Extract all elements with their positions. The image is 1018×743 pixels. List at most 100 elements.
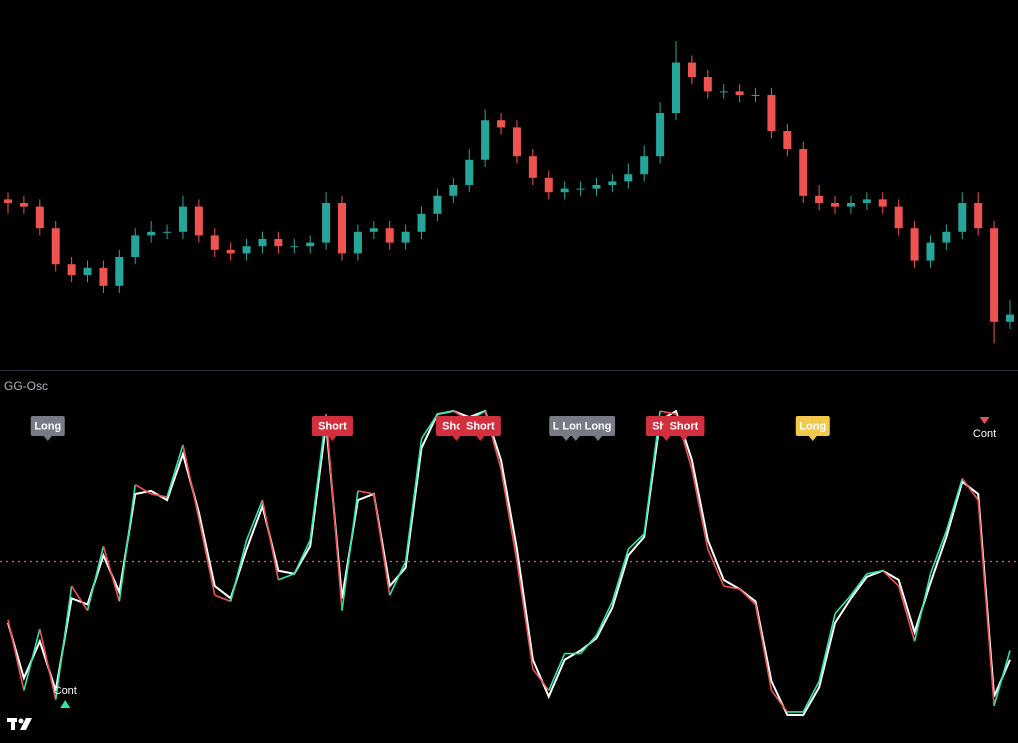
osc-segment (627, 533, 645, 550)
signal-pointer (43, 436, 52, 441)
candle-body (974, 203, 983, 229)
osc-segment (388, 561, 407, 596)
signal-pointer (328, 436, 337, 441)
signal-text: Short (670, 420, 699, 432)
candle-body (815, 195, 824, 203)
pane-title: GG-Osc (4, 379, 48, 393)
osc-segment (579, 634, 598, 655)
candle-body (512, 127, 521, 157)
osc-segment (325, 414, 343, 611)
candle-body (942, 231, 951, 243)
signal-pointer (452, 436, 461, 441)
candle-body (369, 228, 378, 232)
candle-body (990, 228, 999, 322)
candle-body (783, 131, 792, 149)
osc-segment (437, 410, 454, 415)
candle-body (131, 235, 140, 257)
osc-segment (882, 570, 900, 587)
osc-segment (293, 539, 311, 575)
candle-body (624, 174, 633, 182)
candle-body (592, 185, 601, 189)
signal-text: Short (318, 420, 347, 432)
osc-segment (118, 484, 137, 602)
osc-segment (7, 619, 25, 691)
signal-label: Long (795, 416, 830, 441)
signal-label: Short (311, 416, 353, 441)
candle-body (465, 159, 474, 185)
signal-pointer (808, 436, 817, 441)
osc-segment (770, 689, 788, 713)
osc-segment (961, 478, 979, 501)
candle-body (640, 156, 649, 175)
signal-box (581, 416, 616, 436)
signal-text: Cont (973, 428, 996, 440)
osc-segment (707, 548, 725, 587)
candle-body (178, 206, 187, 232)
candle-body (751, 95, 760, 96)
osc-segment (182, 444, 200, 519)
candle-body (194, 206, 203, 236)
signal-pointer (594, 436, 603, 441)
osc-segment (866, 569, 883, 575)
candle-body (353, 231, 362, 254)
candle-body (497, 120, 506, 128)
candle-body (4, 199, 12, 203)
candle-body (274, 239, 283, 247)
candle-body (608, 181, 617, 185)
osc-segment (23, 628, 41, 691)
candle-body (656, 113, 665, 157)
osc-segment (166, 444, 184, 498)
signal-box (663, 416, 705, 436)
candle-body (163, 231, 172, 233)
signal-label: Long (30, 416, 65, 441)
osc-segment (913, 573, 932, 642)
signal-text: Long (799, 420, 826, 432)
candle-body (338, 203, 346, 254)
signal-text: Long (34, 420, 61, 432)
signal-marker (979, 417, 990, 424)
osc-segment (500, 469, 518, 562)
candle-body (926, 242, 935, 261)
candle-body (433, 195, 442, 214)
candle-body (481, 120, 490, 160)
candle-body (910, 228, 919, 261)
signal-pointer (562, 436, 571, 441)
candle-body (290, 246, 299, 248)
osc-segment (229, 539, 248, 602)
candle-body (560, 188, 569, 193)
candle-body (767, 95, 776, 131)
candle-body (19, 203, 28, 207)
candle-body (672, 62, 680, 113)
candle-body (1006, 314, 1014, 322)
signal-pointer (679, 436, 688, 441)
candle-body (35, 206, 44, 229)
osc-segment (245, 499, 264, 541)
osc-segment (150, 493, 168, 498)
osc-segment (754, 604, 773, 691)
candle-body (878, 199, 887, 207)
candle-body (322, 203, 331, 243)
candle-body (83, 267, 92, 275)
osc-segment (70, 585, 89, 612)
signal-pointer (571, 436, 580, 441)
candle-body (51, 228, 60, 265)
signal-marker (60, 700, 71, 708)
candle-body (417, 213, 426, 232)
candle-body (862, 199, 871, 203)
candle-body (687, 62, 696, 77)
osc-segment (548, 653, 566, 691)
candle-body (894, 206, 903, 229)
osc-segment (86, 545, 105, 611)
candle-body (401, 231, 410, 243)
candle-body (226, 249, 235, 254)
signal-box (311, 416, 353, 436)
candle-body (831, 203, 840, 207)
osc-segment (420, 413, 439, 440)
osc-segment (723, 585, 740, 590)
candle-body (735, 91, 744, 95)
osc-segment (357, 490, 374, 495)
osc-segment (739, 588, 757, 606)
candle-body (528, 156, 537, 178)
candle-body (147, 231, 156, 236)
